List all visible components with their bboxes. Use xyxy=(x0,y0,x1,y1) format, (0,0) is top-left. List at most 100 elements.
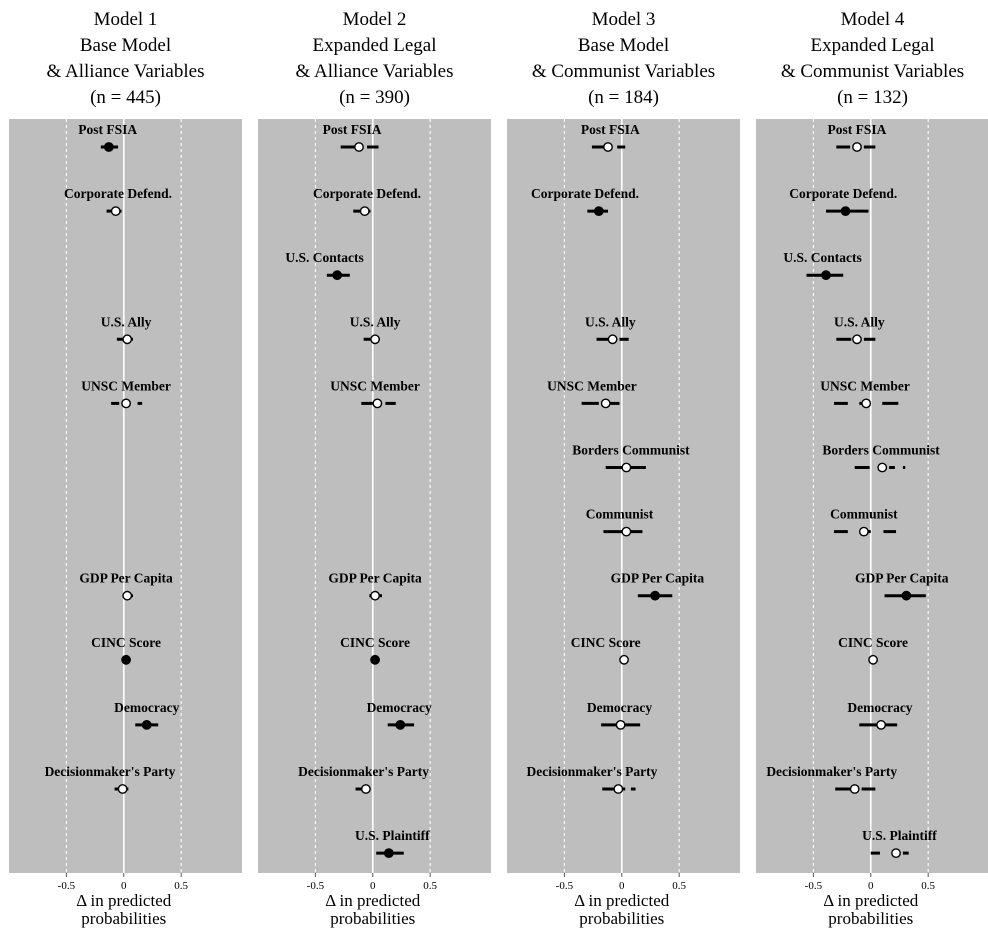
variable-label: Post FSIA xyxy=(581,122,640,137)
panel-title-line: (n = 132) xyxy=(837,87,908,108)
variable-label: Decisionmaker's Party xyxy=(45,764,176,779)
variable-label: UNSC Member xyxy=(330,378,420,393)
panel-background xyxy=(507,119,740,873)
point-estimate-nonsignificant xyxy=(607,334,618,345)
variable-label: Corporate Defend. xyxy=(313,186,421,201)
panel-title-line: (n = 184) xyxy=(588,87,659,108)
x-tick-label: 0.5 xyxy=(423,880,437,892)
variable-label: U.S. Plaintiff xyxy=(862,828,937,843)
x-tick-label: 0 xyxy=(619,880,625,892)
variable-label: Post FSIA xyxy=(78,122,137,137)
point-estimate-nonsignificant xyxy=(619,654,629,665)
point-estimate-significant xyxy=(103,142,114,152)
point-estimate-significant xyxy=(332,270,343,281)
variable-label: UNSC Member xyxy=(820,378,910,393)
x-tick-label: -0.5 xyxy=(556,880,574,892)
variable-label: Democracy xyxy=(114,700,179,715)
point-estimate-nonsignificant xyxy=(852,334,862,345)
panel-title-line: & Communist Variables xyxy=(532,61,715,82)
point-estimate-nonsignificant xyxy=(122,590,133,601)
point-estimate-nonsignificant xyxy=(354,142,364,152)
panel-title-line: Model 1 xyxy=(94,9,158,30)
variable-label: U.S. Ally xyxy=(834,314,885,329)
variable-label: GDP Per Capita xyxy=(328,571,422,586)
point-estimate-significant xyxy=(593,206,604,217)
x-tick-label: -0.5 xyxy=(58,880,76,892)
panel-background xyxy=(258,119,491,873)
point-estimate-nonsignificant xyxy=(603,142,613,152)
variable-label: Post FSIA xyxy=(828,122,887,137)
variable-label: Corporate Defend. xyxy=(64,186,172,201)
variable-label: CINC Score xyxy=(91,635,161,650)
x-axis-title-line1: Δ in predicted xyxy=(76,891,171,910)
point-estimate-nonsignificant xyxy=(621,526,632,537)
panel-background xyxy=(9,119,242,873)
point-estimate-significant xyxy=(840,206,851,217)
point-estimate-nonsignificant xyxy=(122,334,133,345)
panel-title-line: (n = 390) xyxy=(339,87,410,108)
x-tick-label: 0 xyxy=(370,880,376,892)
x-axis-title-line2: probabilities xyxy=(579,909,664,928)
variable-label: U.S. Ally xyxy=(101,314,152,329)
variable-label: CINC Score xyxy=(571,635,641,650)
variable-label: Democracy xyxy=(847,700,912,715)
point-estimate-nonsignificant xyxy=(613,784,624,794)
variable-label: U.S. Contacts xyxy=(285,250,363,265)
variable-label: U.S. Contacts xyxy=(783,250,861,265)
variable-label: Decisionmaker's Party xyxy=(766,764,897,779)
variable-label: Democracy xyxy=(367,700,432,715)
panel-title-line: Model 3 xyxy=(592,9,656,30)
variable-label: U.S. Ally xyxy=(350,314,401,329)
variable-label: GDP Per Capita xyxy=(79,571,173,586)
x-tick-label: 0.5 xyxy=(174,880,188,892)
point-estimate-nonsignificant xyxy=(877,462,888,473)
point-estimate-nonsignificant xyxy=(858,526,869,537)
point-estimate-nonsignificant xyxy=(852,142,862,152)
point-estimate-nonsignificant xyxy=(868,654,878,665)
point-estimate-nonsignificant xyxy=(621,462,632,473)
variable-label: Borders Communist xyxy=(572,443,690,458)
variable-label: U.S. Plaintiff xyxy=(355,828,430,843)
x-tick-label: 0.5 xyxy=(672,880,686,892)
x-axis-title-line1: Δ in predicted xyxy=(574,891,669,910)
panel-title-line: Base Model xyxy=(80,35,171,56)
point-estimate-nonsignificant xyxy=(117,784,128,794)
point-estimate-nonsignificant xyxy=(370,334,380,345)
x-axis-title-line1: Δ in predicted xyxy=(325,891,420,910)
variable-label: UNSC Member xyxy=(81,378,171,393)
point-estimate-nonsignificant xyxy=(861,398,872,409)
panel-title-line: & Communist Variables xyxy=(781,61,964,82)
variable-label: Communist xyxy=(830,507,898,522)
point-estimate-significant xyxy=(370,654,380,665)
point-estimate-nonsignificant xyxy=(615,720,626,730)
variable-label: GDP Per Capita xyxy=(611,571,705,586)
point-estimate-nonsignificant xyxy=(359,206,370,217)
variable-label: Corporate Defend. xyxy=(531,186,639,201)
panel-title-line: Base Model xyxy=(578,35,669,56)
x-axis-title-line2: probabilities xyxy=(81,909,166,928)
variable-label: U.S. Ally xyxy=(585,314,636,329)
x-tick-label: 0.5 xyxy=(921,880,935,892)
point-estimate-nonsignificant xyxy=(600,398,611,409)
point-estimate-nonsignificant xyxy=(370,590,380,601)
variable-label: CINC Score xyxy=(340,635,410,650)
point-estimate-nonsignificant xyxy=(891,848,901,858)
point-estimate-significant xyxy=(383,848,394,858)
x-tick-label: 0 xyxy=(121,880,127,892)
point-estimate-significant xyxy=(141,720,152,730)
point-estimate-significant xyxy=(821,270,831,281)
point-estimate-significant xyxy=(650,590,660,601)
point-estimate-nonsignificant xyxy=(121,398,131,409)
x-axis-title-line2: probabilities xyxy=(828,909,913,928)
panel-title-line: (n = 445) xyxy=(90,87,161,108)
panel-title-line: Model 2 xyxy=(343,9,407,30)
variable-label: Decisionmaker's Party xyxy=(527,764,658,779)
point-estimate-nonsignificant xyxy=(360,784,371,794)
variable-label: Borders Communist xyxy=(822,443,940,458)
panel-title-line: & Alliance Variables xyxy=(47,61,205,82)
panel-background xyxy=(756,119,988,873)
x-axis-title-line1: Δ in predicted xyxy=(823,891,918,910)
variable-label: CINC Score xyxy=(838,635,908,650)
x-tick-label: -0.5 xyxy=(307,880,325,892)
